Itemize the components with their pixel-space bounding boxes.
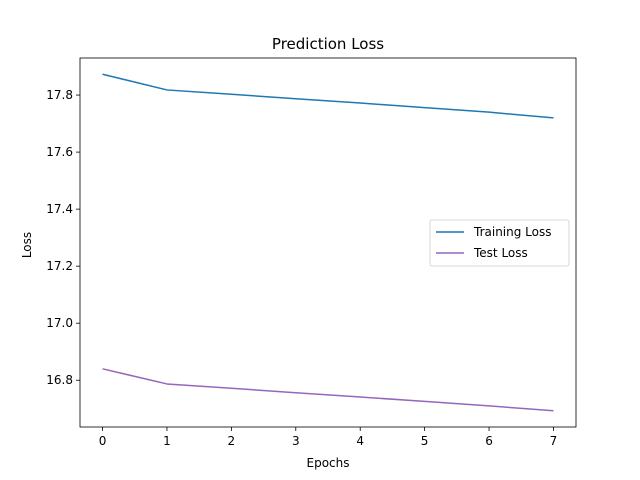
x-tick-label: 6 <box>485 434 493 448</box>
legend-box <box>429 219 570 267</box>
y-tick-label: 17.6 <box>46 145 73 159</box>
x-axis: 0 1 2 3 4 5 6 7 <box>99 427 558 448</box>
x-tick-label: 7 <box>550 434 558 448</box>
y-tick-label: 16.8 <box>46 373 73 387</box>
series-lines <box>102 73 554 412</box>
legend-label: Test Loss <box>473 246 528 260</box>
chart-title: Prediction Loss <box>272 35 384 53</box>
y-tick-label: 17.4 <box>46 202 73 216</box>
y-axis: 16.8 17.0 17.2 17.4 17.6 17.8 <box>46 88 80 387</box>
x-tick-label: 0 <box>99 434 107 448</box>
x-tick-label: 2 <box>228 434 236 448</box>
series-line-test-loss <box>102 368 554 412</box>
x-tick-label: 1 <box>163 434 171 448</box>
x-axis-label: Epochs <box>307 456 350 470</box>
y-axis-label: Loss <box>20 232 34 258</box>
legend: Training Loss Test Loss <box>429 219 570 267</box>
y-tick-label: 17.8 <box>46 88 73 102</box>
x-tick-label: 5 <box>421 434 429 448</box>
plot-area <box>79 57 577 428</box>
x-tick-label: 4 <box>356 434 364 448</box>
legend-label: Training Loss <box>473 225 551 239</box>
plot-frame <box>79 57 577 428</box>
y-tick-label: 17.0 <box>46 316 73 330</box>
x-tick-label: 3 <box>292 434 300 448</box>
y-tick-label: 17.2 <box>46 259 73 273</box>
series-line-training-loss <box>102 73 554 119</box>
